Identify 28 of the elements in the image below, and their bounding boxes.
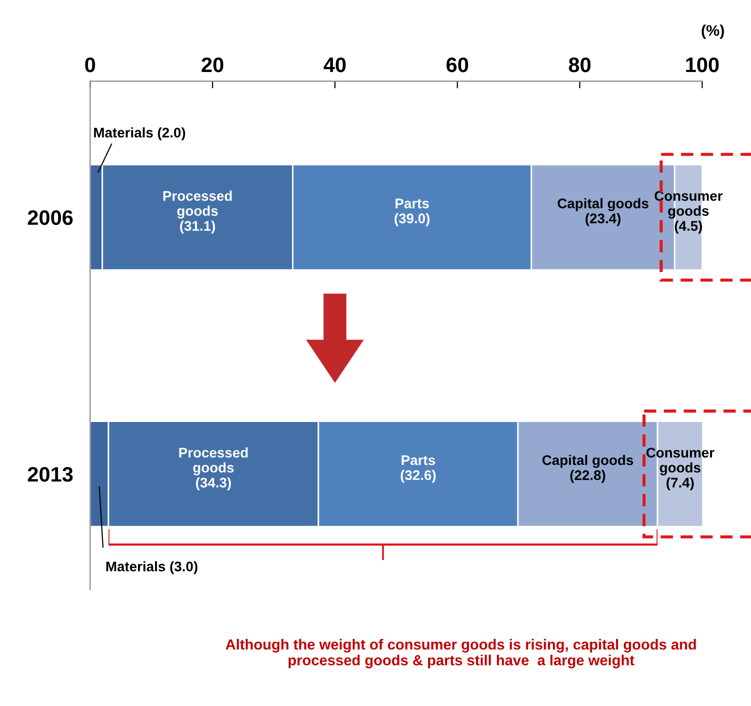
data-label: (31.1) [180, 220, 215, 234]
data-label: (23.4) [586, 213, 620, 226]
data-label: (39.0) [394, 213, 430, 226]
data-label: (4.5) [674, 220, 702, 234]
data-label: (32.6) [400, 470, 436, 483]
text: Although the weight of consumer goods is rising, capital goods and processed goods & parts still have a large weight [226, 638, 696, 668]
x-tick-label: 0 [85, 57, 96, 72]
data-label: (7.4) [666, 477, 694, 490]
x-tick-label: 20 [202, 57, 224, 72]
y-tick-label: 2013 [28, 466, 73, 482]
y-tick-label: 2006 [28, 210, 73, 226]
series-label: Consumer goods [646, 448, 714, 476]
text: Capital goods [558, 198, 648, 212]
text: Materials (2.0) [94, 127, 186, 140]
text: Materials (3.0) [106, 561, 198, 574]
x-tick-label: 60 [446, 57, 468, 72]
series-label: Processed goods [179, 447, 248, 476]
x-tick-label: 40 [324, 57, 346, 72]
x-axis-title: (%) [702, 24, 724, 39]
x-tick-label: 100 [686, 57, 719, 72]
x-tick-label: 80 [568, 57, 591, 72]
data-label: (22.8) [570, 470, 606, 483]
text: Parts [396, 198, 429, 208]
data-label: (34.3) [196, 477, 231, 490]
text: Processed goods [163, 190, 232, 219]
series-label: Parts [402, 455, 435, 466]
series-label: Capital goods [542, 454, 634, 468]
text: Consumer goods [654, 191, 723, 219]
